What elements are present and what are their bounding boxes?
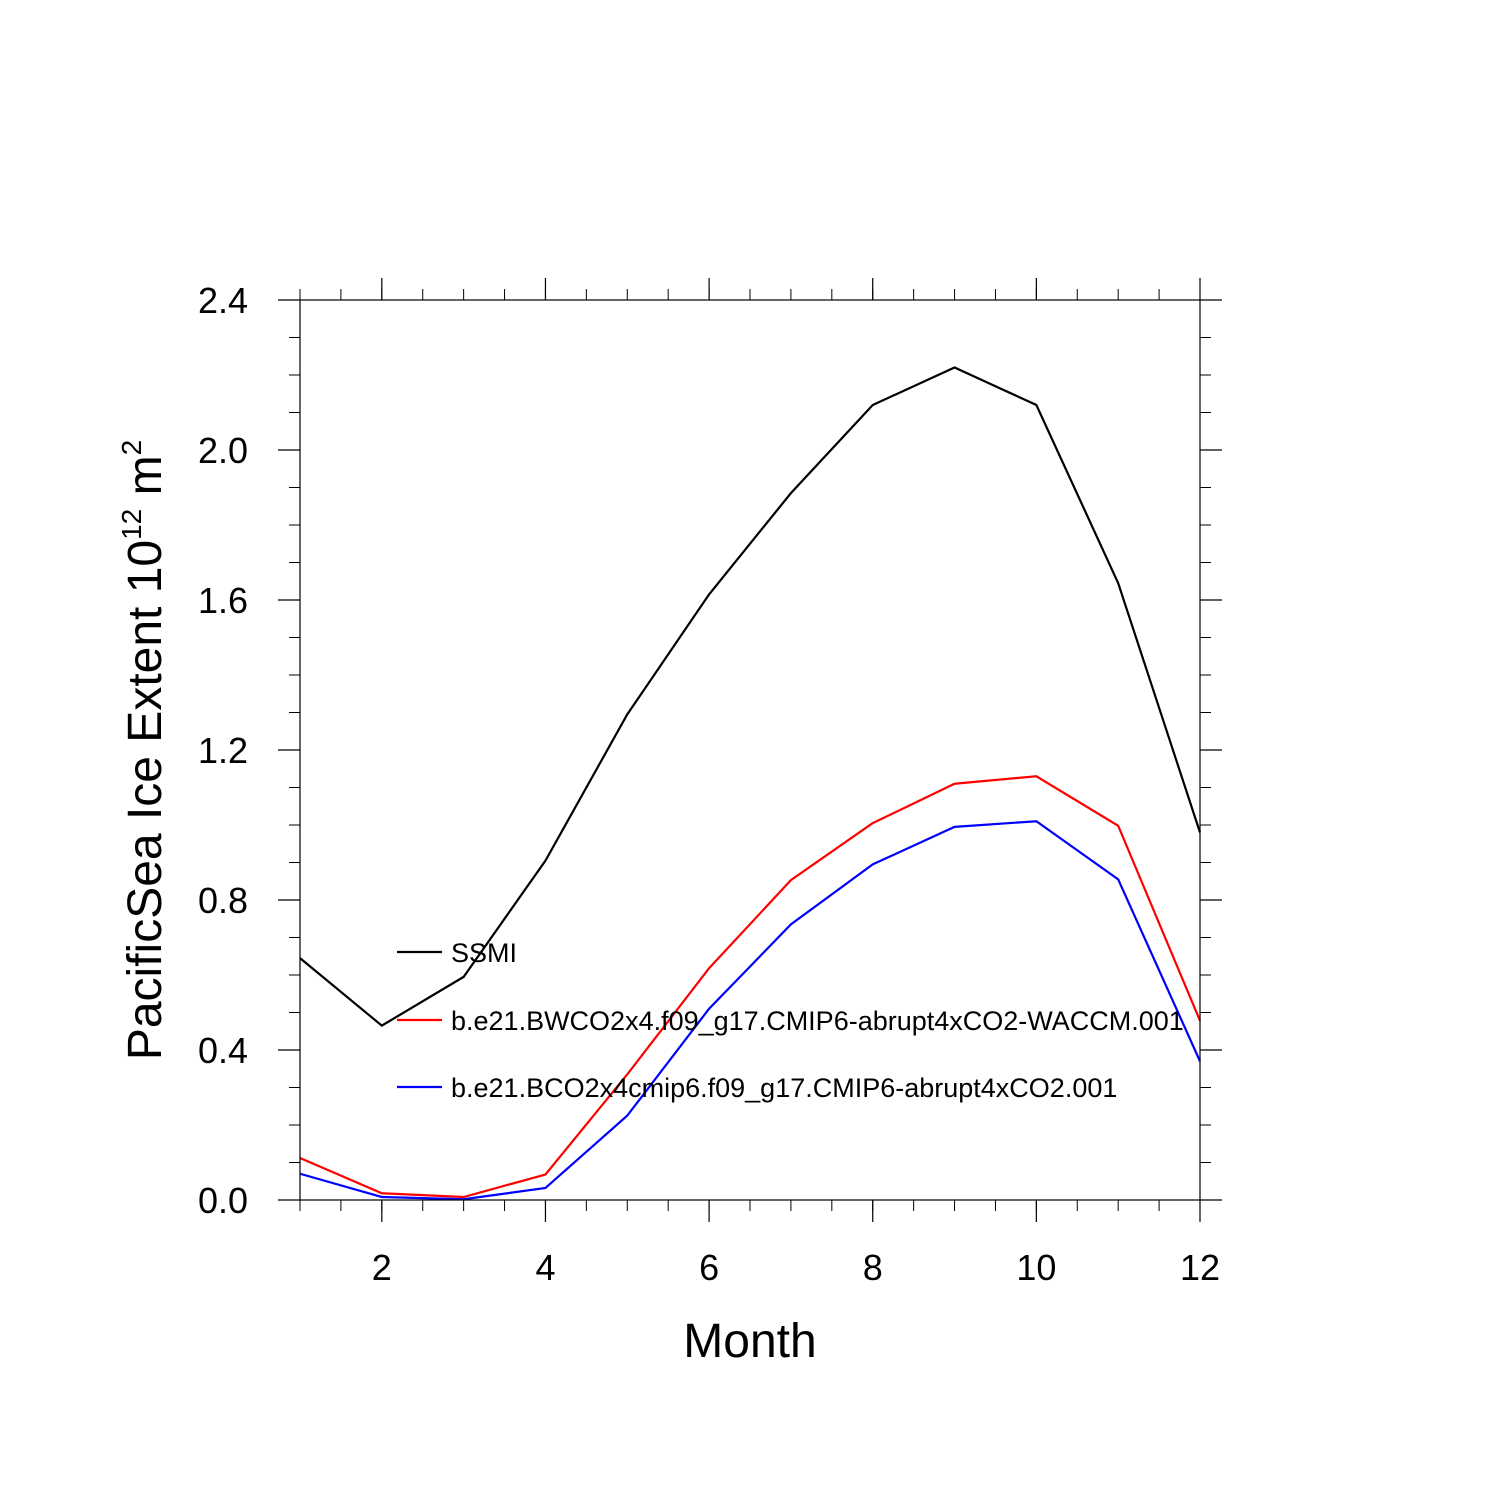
series-line-2: [299, 775, 1202, 1199]
x-tick-label: 2: [372, 1247, 392, 1288]
y-tick-labels: 0.0 0.4 0.8 1.2 1.6 2.0 2.4: [198, 280, 248, 1221]
y-axis-title-unit-exponent: 2: [116, 440, 147, 456]
y-tick-label: 2.0: [198, 430, 248, 471]
x-tick-label: 8: [863, 1247, 883, 1288]
legend-label-1: SSMI: [451, 938, 517, 968]
y-axis-title-exponent: 12: [116, 509, 147, 540]
plot-frame: [299, 299, 1201, 1201]
x-tick-labels: 2 4 6 8 10 12: [372, 1247, 1220, 1288]
series-lines: [299, 366, 1202, 1201]
y-axis-title-main: PacificSea Ice Extent 10: [119, 540, 172, 1060]
y-tick-label: 0.4: [198, 1030, 248, 1071]
series-line-3: [299, 820, 1202, 1201]
x-axis-title: Month: [683, 1315, 816, 1368]
y-axis-title: PacificSea Ice Extent 1012 m2: [116, 440, 172, 1060]
y-axis-title-unit: m: [119, 455, 172, 508]
legend: SSMI b.e21.BWCO2x4.f09_g17.CMIP6-abrupt4x…: [397, 938, 1184, 1103]
x-tick-label: 10: [1016, 1247, 1056, 1288]
legend-label-2: b.e21.BWCO2x4.f09_g17.CMIP6-abrupt4xCO2-…: [451, 1006, 1184, 1036]
y-tick-label: 2.4: [198, 280, 248, 321]
series-line-1: [299, 366, 1202, 1027]
y-tick-label: 1.2: [198, 730, 248, 771]
x-tick-label: 12: [1180, 1247, 1220, 1288]
y-tick-label: 1.6: [198, 580, 248, 621]
y-tick-label: 0.8: [198, 880, 248, 921]
x-tick-label: 4: [535, 1247, 555, 1288]
major-ticks: [278, 278, 1222, 1222]
y-tick-label: 0.0: [198, 1180, 248, 1221]
legend-label-3: b.e21.BCO2x4cmip6.f09_g17.CMIP6-abrupt4x…: [451, 1073, 1117, 1103]
x-tick-label: 6: [699, 1247, 719, 1288]
